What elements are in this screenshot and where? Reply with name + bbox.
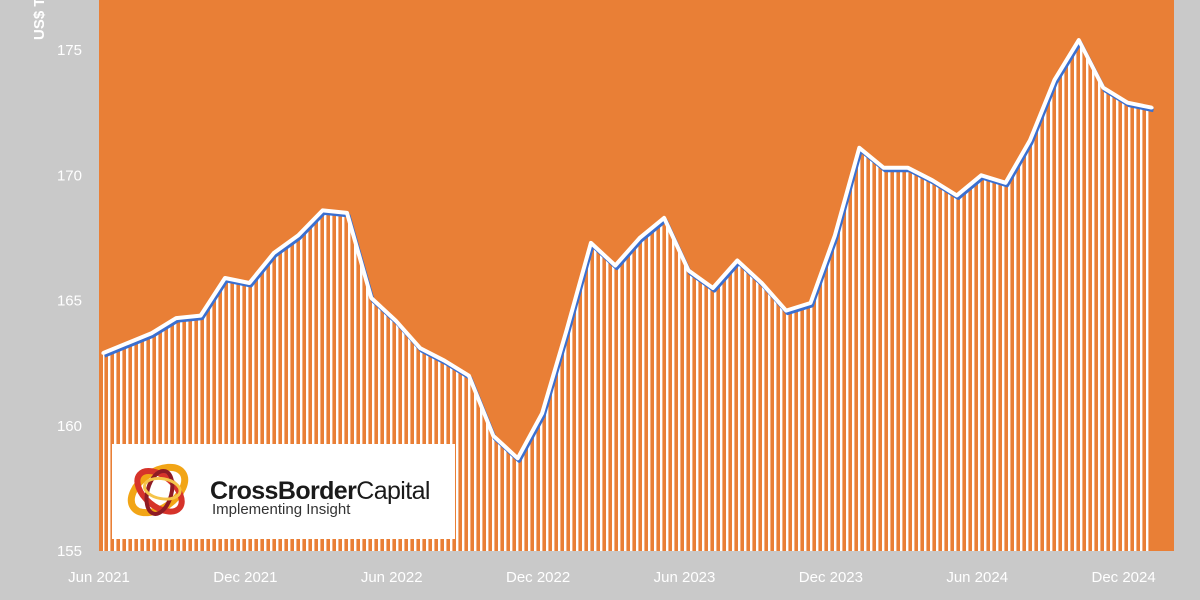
x-tick-label: Jun 2023 (654, 569, 716, 586)
logo-tagline: Implementing Insight (212, 501, 351, 518)
data-point (686, 268, 691, 273)
y-tick-label: 165 (57, 293, 82, 310)
logo-name-part2: Capital (356, 477, 430, 505)
data-point (272, 251, 276, 255)
data-point (564, 329, 569, 333)
data-point (760, 281, 764, 285)
data-point (735, 258, 739, 263)
data-point (174, 316, 178, 320)
crossborder-capital-logo: CrossBorderCapital Implementing Insight (112, 444, 455, 539)
series-line-shadow (103, 40, 1154, 463)
data-point (394, 319, 398, 323)
data-point (711, 286, 715, 290)
data-point (906, 166, 910, 170)
line-layer (101, 38, 1154, 463)
x-tick-label: Dec 2023 (799, 569, 863, 586)
series-line (102, 38, 1153, 461)
data-point (321, 208, 325, 212)
swirl-logo-icon (127, 463, 189, 517)
data-point (345, 211, 349, 215)
data-point (1150, 106, 1154, 110)
data-point (101, 351, 105, 355)
y-tick-label: 160 (57, 418, 82, 435)
x-tick-label: Jun 2024 (946, 569, 1008, 586)
data-point (516, 456, 520, 460)
data-point (979, 173, 983, 177)
y-tick-label: 170 (57, 167, 82, 184)
x-tick-label: Jun 2021 (68, 569, 130, 586)
data-point (540, 411, 544, 415)
data-point (247, 281, 251, 285)
data-point (125, 341, 129, 345)
data-point (199, 314, 203, 318)
data-point (833, 233, 837, 237)
data-point (1077, 38, 1081, 42)
data-point (662, 216, 666, 220)
x-tick-label: Dec 2024 (1091, 569, 1155, 586)
data-point (638, 236, 642, 240)
data-point (882, 166, 886, 170)
data-point (150, 331, 154, 335)
logo-wordmark: CrossBorderCapital (210, 477, 430, 505)
data-point (1126, 101, 1130, 105)
data-point (589, 241, 593, 245)
data-point (613, 263, 617, 268)
data-point (369, 296, 373, 300)
data-point (1028, 138, 1032, 142)
data-point (418, 346, 422, 350)
data-point (442, 359, 447, 363)
data-point (955, 193, 959, 197)
y-axis-title: US$ T (31, 0, 48, 40)
x-tick-label: Dec 2022 (506, 569, 570, 586)
data-point (223, 276, 227, 280)
data-point (296, 233, 300, 237)
data-point (1004, 181, 1008, 185)
data-point (1101, 86, 1105, 90)
x-axis: Jun 2021 Dec 2021 Jun 2022 Dec 2022 Jun 2023… (68, 569, 1156, 586)
data-point (467, 374, 471, 378)
data-point (784, 309, 788, 313)
x-tick-label: Dec 2021 (213, 569, 277, 586)
logo-name-part1: CrossBorder (210, 477, 357, 505)
data-point (930, 178, 935, 182)
x-tick-label: Jun 2022 (361, 569, 423, 586)
data-point (491, 434, 495, 438)
y-tick-label: 155 (57, 543, 82, 560)
data-point (1052, 78, 1056, 82)
logo-background (112, 444, 455, 539)
y-axis: 155 160 165 170 175 (57, 42, 82, 560)
data-point (808, 301, 813, 305)
data-point (857, 146, 861, 150)
y-tick-label: 175 (57, 42, 82, 59)
